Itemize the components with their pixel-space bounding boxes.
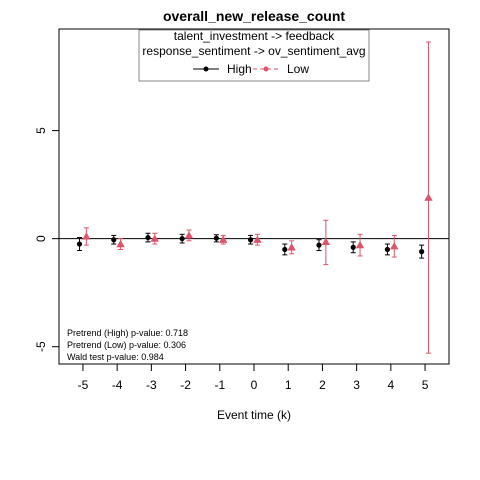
data-point	[111, 237, 117, 243]
data-point	[253, 235, 262, 243]
legend-high-marker	[203, 66, 209, 72]
x-tick-label: -2	[180, 378, 191, 392]
data-point	[145, 234, 151, 241]
legend-box	[138, 29, 370, 82]
data-point	[184, 231, 194, 239]
data-point	[424, 193, 433, 201]
data-point	[384, 246, 391, 253]
data-point	[150, 234, 159, 242]
data-point	[82, 232, 91, 240]
series-low	[82, 41, 433, 354]
data-point	[247, 237, 254, 243]
series-high	[76, 232, 425, 259]
legend-title-line-2: response_sentiment -> ov_sentiment_avg	[142, 44, 365, 58]
x-tick-label: 0	[251, 378, 258, 392]
legend: talent_investment -> feedback response_s…	[138, 29, 370, 82]
x-tick-label: 3	[353, 378, 360, 392]
x-tick-label: -4	[112, 378, 123, 392]
x-axis: -5 -4 -3 -2 -1 0 1 2 3 4 5	[78, 363, 429, 392]
x-tick-label: 5	[422, 378, 429, 392]
chart-title: overall_new_release_count	[163, 8, 345, 24]
data-point	[355, 240, 365, 249]
data-point	[179, 236, 185, 242]
annotation-pretrend-high: Pretrend (High) p-value: 0.718	[67, 328, 188, 338]
x-tick-label: 2	[319, 378, 326, 392]
series-layer	[76, 41, 433, 354]
data-point	[390, 242, 399, 250]
x-tick-label: -5	[78, 378, 89, 392]
legend-low-marker	[263, 66, 269, 72]
data-point	[287, 243, 296, 251]
data-point	[350, 244, 356, 250]
y-axis: -5 0 5	[34, 127, 60, 352]
legend-entry-low: Low	[287, 62, 309, 76]
annotations: Pretrend (High) p-value: 0.718 Pretrend …	[67, 328, 188, 362]
legend-title-line-1: talent_investment -> feedback	[174, 29, 335, 43]
data-point	[213, 235, 219, 241]
annotation-wald-test: Wald test p-value: 0.984	[67, 352, 164, 362]
data-point	[419, 249, 425, 255]
y-tick-label: 5	[34, 127, 48, 134]
x-tick-label: 4	[387, 378, 394, 392]
data-point	[282, 246, 288, 253]
x-tick-label: 1	[285, 378, 292, 392]
data-point	[76, 241, 83, 247]
y-tick-label: 0	[34, 235, 48, 242]
data-point	[316, 242, 322, 248]
data-point	[321, 237, 331, 246]
data-point	[219, 235, 228, 243]
legend-entry-high: High	[227, 62, 252, 76]
data-point	[116, 239, 125, 248]
x-tick-label: -3	[146, 378, 157, 392]
x-axis-label: Event time (k)	[217, 408, 291, 422]
annotation-pretrend-low: Pretrend (Low) p-value: 0.306	[67, 340, 186, 350]
x-tick-label: -1	[214, 378, 225, 392]
y-tick-label: -5	[34, 341, 48, 352]
